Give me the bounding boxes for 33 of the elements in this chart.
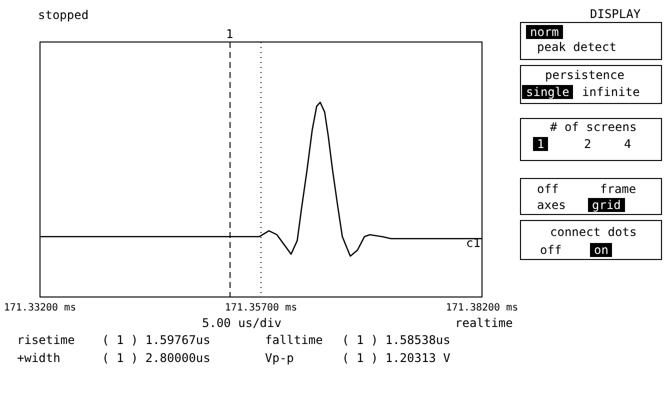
x-tick-label: 171.33200 ms [4, 302, 76, 314]
text: +width [17, 351, 60, 365]
text: on [590, 243, 612, 257]
text: falltime [265, 333, 323, 347]
text: # of screens [550, 120, 637, 134]
text: off [537, 182, 559, 196]
text: ( 1 ) 1.20313 V [342, 351, 450, 365]
text: single [522, 85, 574, 99]
text: 5.00 us/div [202, 316, 282, 330]
text: ( 1 ) 1.59767us [102, 333, 210, 347]
text: DISPLAY [590, 7, 641, 21]
text: persistence [545, 68, 624, 82]
text: stopped [38, 8, 89, 22]
text: 1 [533, 137, 548, 151]
x-tick-label: 171.38200 ms [446, 302, 518, 314]
text: 2 [584, 137, 592, 151]
text: 4 [624, 137, 632, 151]
text: infinite [582, 85, 640, 99]
text: ( 1 ) 2.80000us [102, 351, 210, 365]
text: connect dots [550, 225, 637, 239]
text: realtime [455, 316, 513, 330]
text: ( 1 ) 1.58538us [342, 333, 450, 347]
text: peak detect [537, 40, 616, 54]
text: grid [588, 198, 625, 212]
text: norm [526, 25, 563, 39]
text: risetime [17, 333, 75, 347]
text: frame [600, 182, 636, 196]
text: off [540, 243, 562, 257]
annotation: c1 [466, 236, 480, 250]
x-tick-label: 171.35700 ms [224, 302, 298, 314]
text: axes [537, 198, 566, 212]
text: Vp-p [265, 351, 294, 365]
text: 1 [226, 27, 234, 41]
